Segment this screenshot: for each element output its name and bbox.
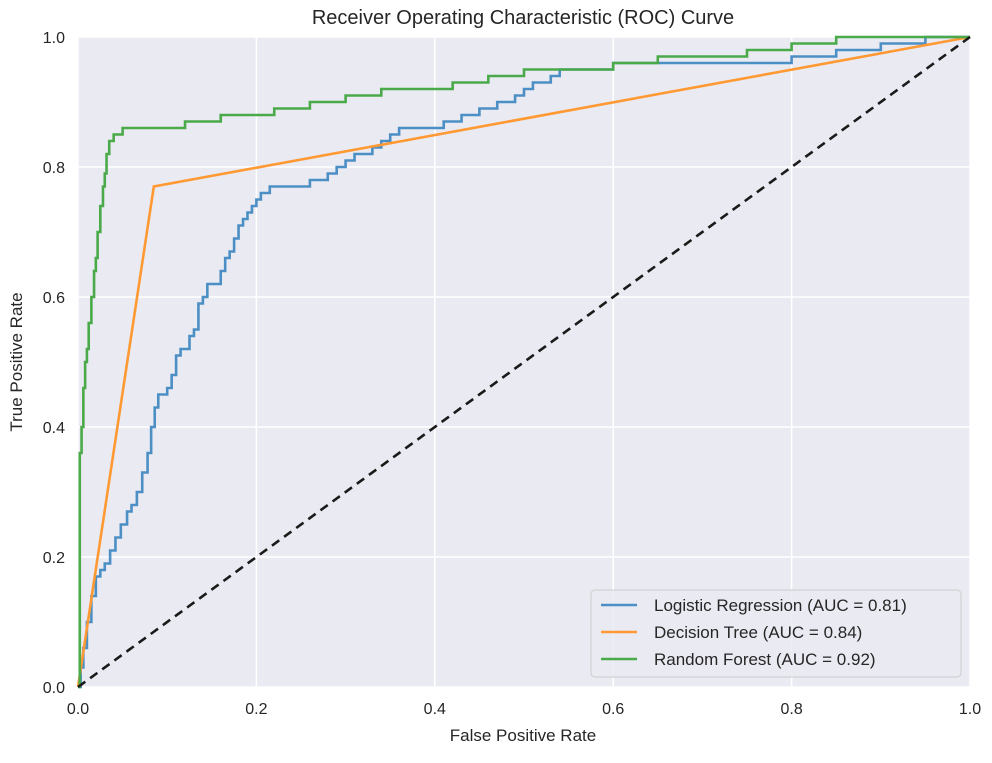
x-tick-label: 0.8 [780, 701, 802, 718]
x-tick-label: 0.4 [424, 701, 446, 718]
y-tick-label: 0.8 [43, 160, 65, 177]
legend: Logistic Regression (AUC = 0.81) Decision… [590, 589, 962, 678]
legend-box [590, 589, 962, 678]
x-tick-label: 0.0 [67, 701, 89, 718]
series-random-forest [78, 35, 970, 689]
x-tick-label: 0.6 [602, 701, 624, 718]
x-axis-label: False Positive Rate [450, 726, 596, 745]
y-axis-label: True Positive Rate [7, 292, 26, 431]
chance-reference-line [77, 35, 971, 689]
plot-area: 0.0 0.2 0.4 0.6 0.8 1.0 0.0 0.2 0.4 0.6 0.8 1.0 [43, 30, 981, 718]
legend-label: Random Forest (AUC = 0.92) [654, 650, 876, 669]
chart-title: Receiver Operating Characteristic (ROC) … [312, 7, 734, 29]
x-tick-label: 1.0 [959, 701, 981, 718]
x-tick-label: 0.2 [245, 701, 267, 718]
legend-label: Decision Tree (AUC = 0.84) [654, 623, 862, 642]
y-tick-label: 1.0 [43, 30, 65, 47]
y-tick-label: 0.6 [43, 290, 65, 307]
y-tick-label: 0.0 [43, 680, 65, 697]
y-tick-label: 0.4 [43, 420, 65, 437]
legend-label: Logistic Regression (AUC = 0.81) [654, 596, 907, 615]
series-logistic-regression [78, 35, 970, 689]
y-tick-label: 0.2 [43, 550, 65, 567]
series-decision-tree [76, 35, 971, 688]
